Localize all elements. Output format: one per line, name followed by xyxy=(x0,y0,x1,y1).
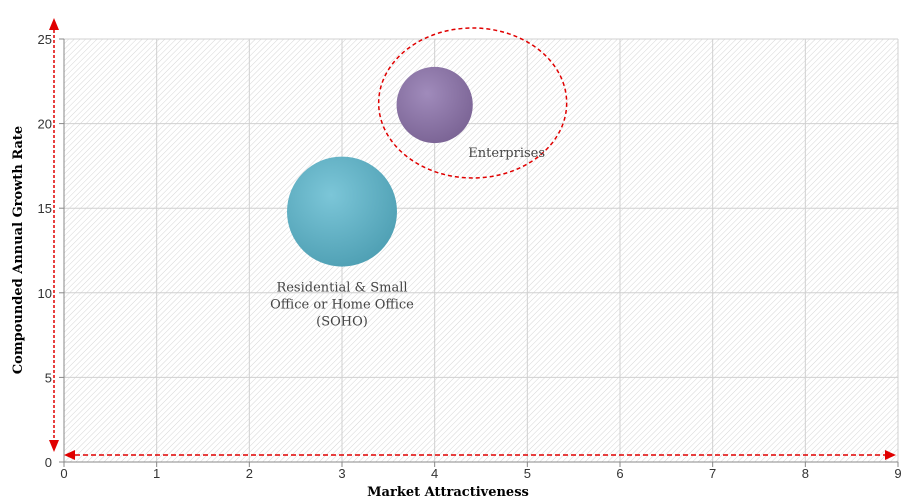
y-tick-label: 15 xyxy=(38,201,52,216)
y-arrow-up-icon xyxy=(49,18,59,30)
bubble xyxy=(287,156,397,267)
x-arrow-left-icon xyxy=(64,450,75,460)
x-arrow-right-icon xyxy=(885,450,896,460)
y-axis-label: Compounded Annual Growth Rate xyxy=(11,126,26,374)
y-tick-label: 5 xyxy=(45,370,52,385)
x-tick-label: 5 xyxy=(524,466,531,481)
x-tick-label: 4 xyxy=(431,466,438,481)
y-tick-label: 25 xyxy=(38,32,52,47)
plot-area xyxy=(64,39,898,462)
y-tick-label: 10 xyxy=(38,286,52,301)
y-tick-label: 0 xyxy=(45,455,52,470)
bubble-label: Enterprises xyxy=(468,146,545,161)
x-tick-label: 0 xyxy=(60,466,67,481)
x-tick-label: 6 xyxy=(616,466,623,481)
bubble xyxy=(396,66,473,144)
y-tick-label: 20 xyxy=(38,117,52,132)
bubble-label: (SOHO) xyxy=(316,315,368,330)
x-tick-label: 9 xyxy=(894,466,901,481)
x-tick-label: 3 xyxy=(338,466,345,481)
x-tick-label: 2 xyxy=(246,466,253,481)
bubble-label: Residential & Small xyxy=(276,281,407,296)
x-tick-label: 8 xyxy=(802,466,809,481)
bubble-label: Office or Home Office xyxy=(270,298,414,313)
x-axis-label: Market Attractiveness xyxy=(367,485,529,499)
x-tick-label: 1 xyxy=(153,466,160,481)
x-tick-label: 7 xyxy=(709,466,716,481)
y-arrow-down-icon xyxy=(49,440,59,452)
